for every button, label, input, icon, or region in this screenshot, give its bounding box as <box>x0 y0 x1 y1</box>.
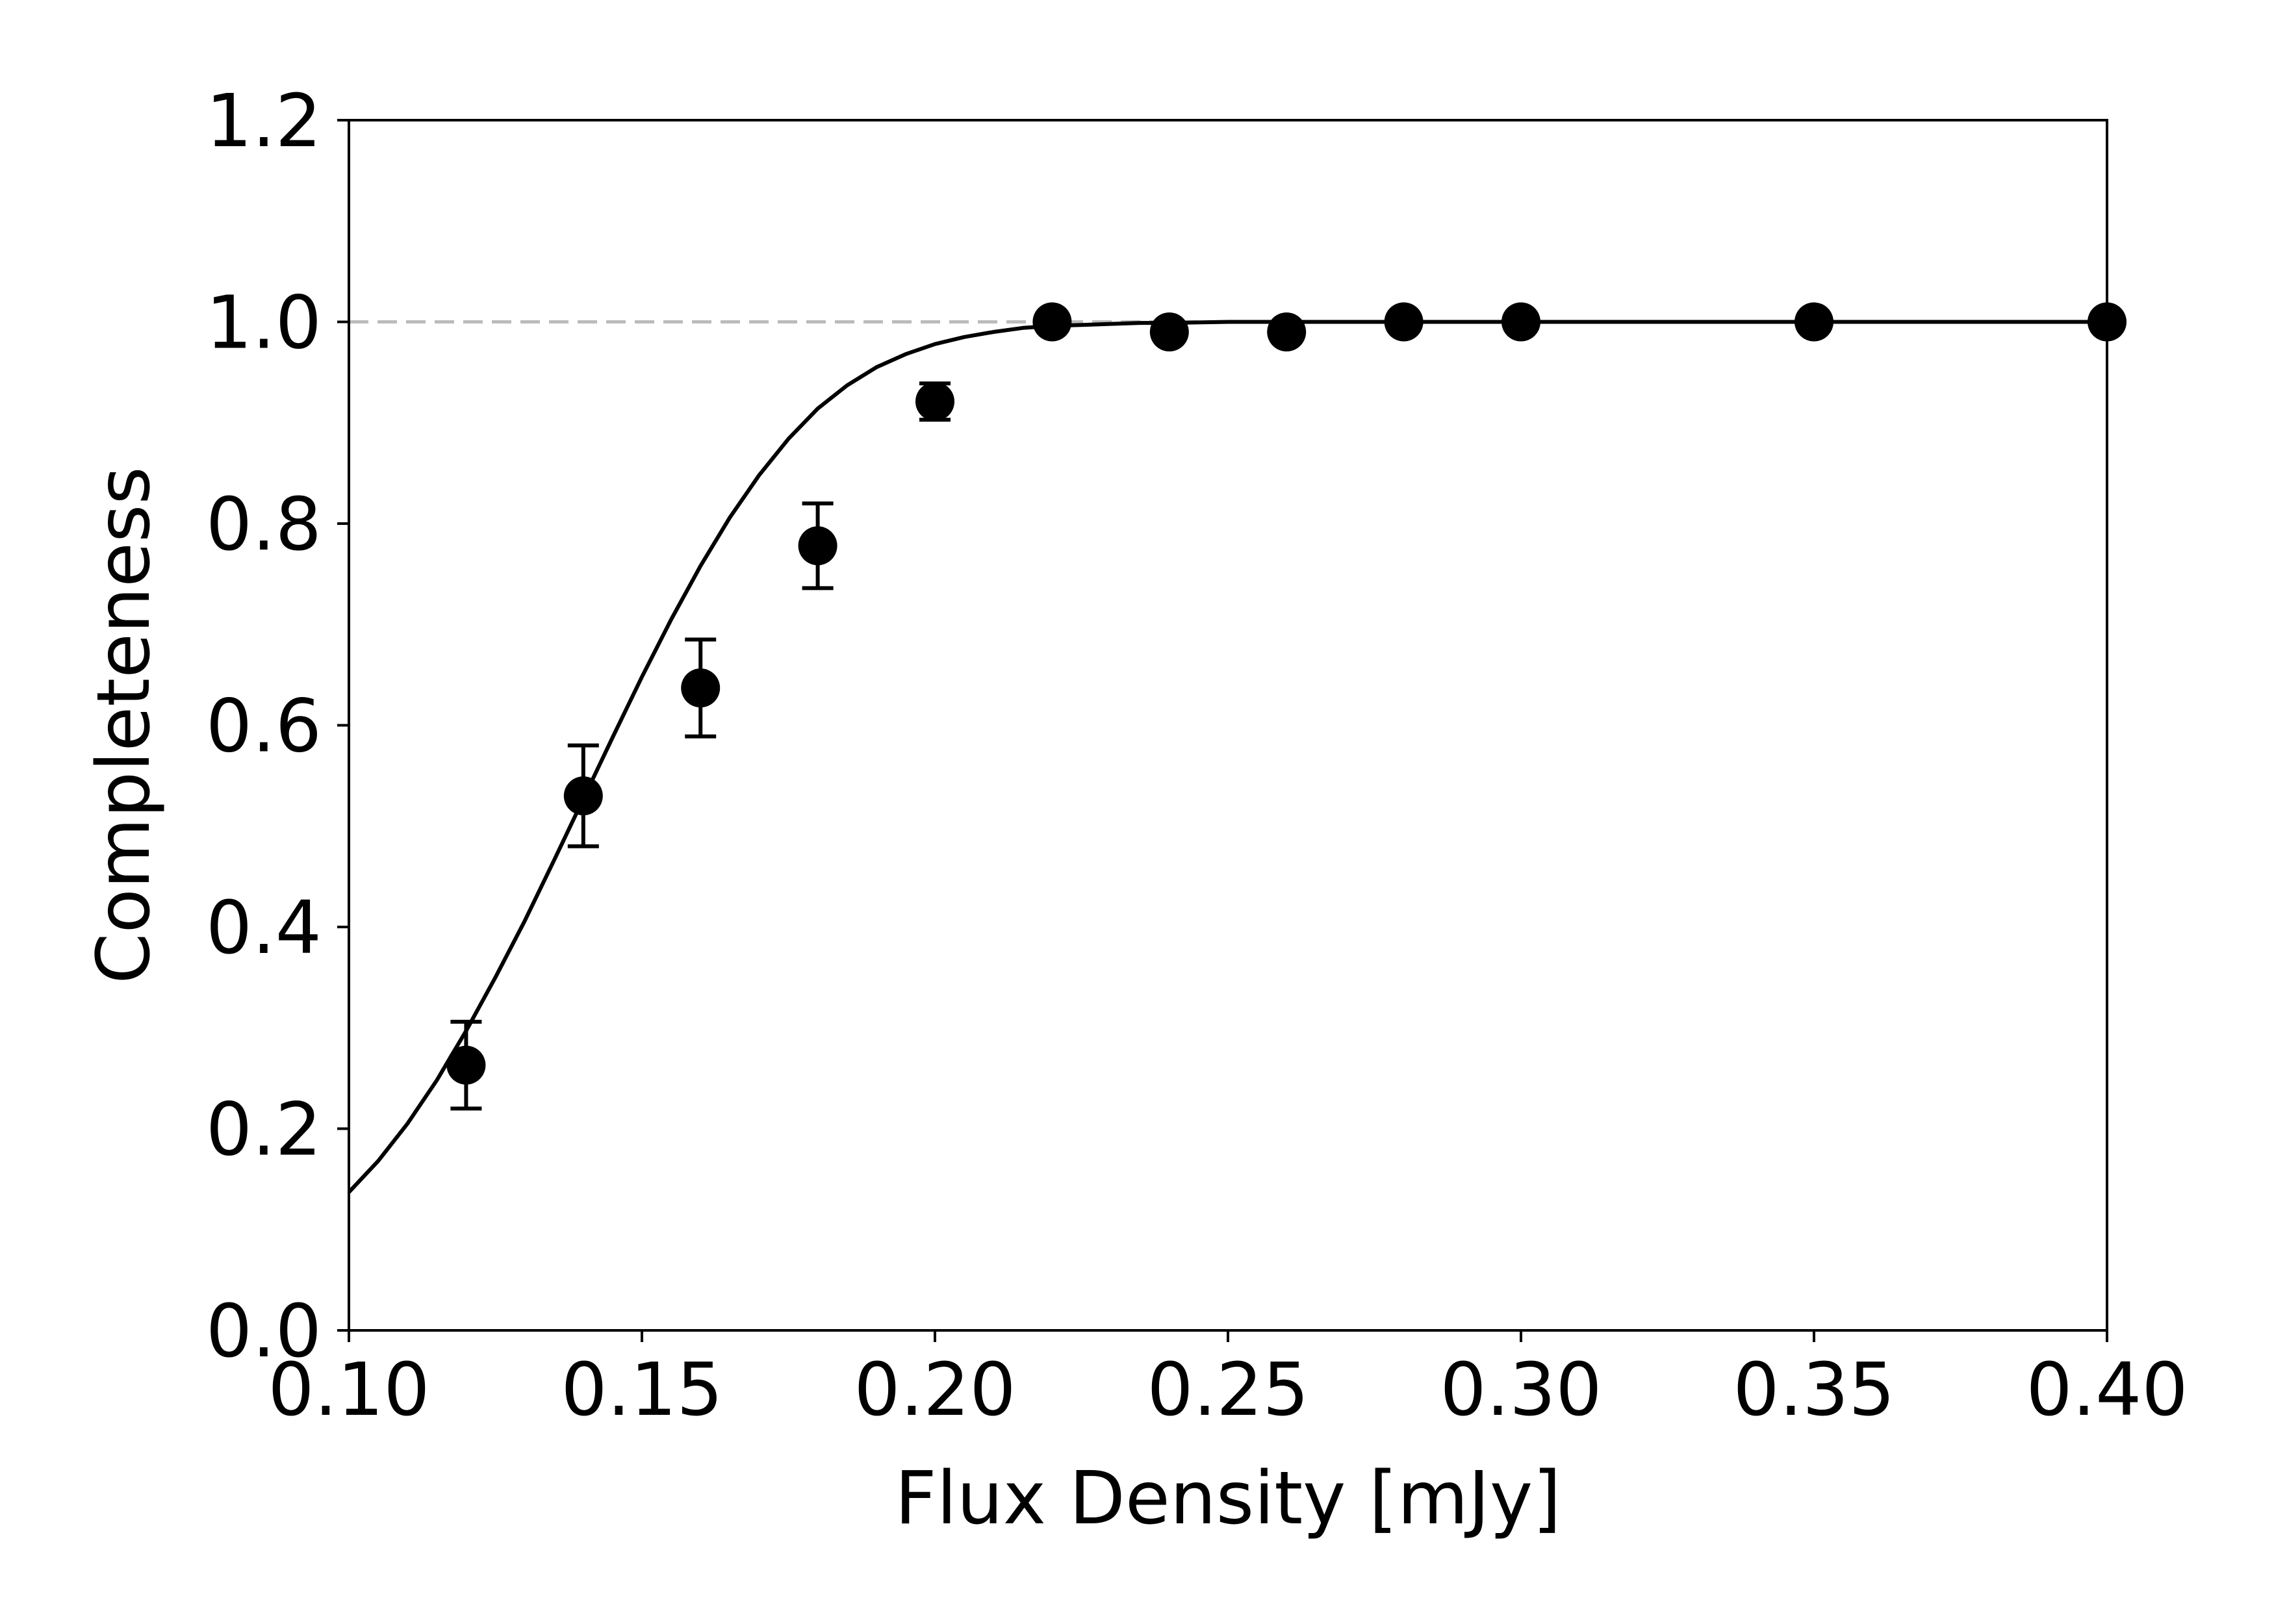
data-points-layer <box>446 302 2127 1111</box>
x-axis-label: Flux Density [mJy] <box>895 1456 1561 1541</box>
fit-curve <box>349 320 2107 1194</box>
x-tick-label: 0.30 <box>1440 1348 1602 1432</box>
data-point-marker <box>1795 302 1833 342</box>
data-point-marker <box>1149 312 1189 352</box>
data-point <box>446 1019 486 1111</box>
y-tick-label: 1.2 <box>206 79 322 164</box>
data-point-marker <box>915 382 954 422</box>
data-point <box>1032 302 1072 342</box>
data-point <box>1501 302 1540 342</box>
data-point-marker <box>1032 302 1072 342</box>
y-tick-label: 0.6 <box>206 685 322 769</box>
fit-curve-layer <box>349 320 2107 1194</box>
data-point <box>563 743 603 848</box>
data-point <box>798 501 837 590</box>
x-tick-label: 0.40 <box>2026 1348 2188 1432</box>
y-tick-label: 0.4 <box>206 886 322 971</box>
x-tick-label: 0.20 <box>854 1348 1016 1432</box>
data-point <box>915 381 954 422</box>
x-tick-label: 0.35 <box>1733 1348 1895 1432</box>
data-point <box>1149 312 1189 352</box>
y-tick-label: 0.0 <box>206 1289 322 1374</box>
data-point <box>1384 302 1424 342</box>
data-point-marker <box>563 776 603 816</box>
data-point-marker <box>1267 312 1307 352</box>
data-point <box>681 637 721 739</box>
y-tick-label: 1.0 <box>206 281 322 366</box>
data-point-marker <box>1501 302 1540 342</box>
data-point <box>1267 312 1307 352</box>
data-point-marker <box>798 526 837 566</box>
x-axis-ticks: 0.10 0.15 0.20 0.25 0.30 0.35 0.40 <box>268 1330 2188 1432</box>
data-point-marker <box>681 668 721 708</box>
y-tick-label: 0.8 <box>206 483 322 567</box>
y-axis-label: Completeness <box>82 466 166 983</box>
data-point-marker <box>446 1045 486 1085</box>
x-tick-label: 0.15 <box>561 1348 722 1432</box>
y-tick-label: 0.2 <box>206 1088 322 1173</box>
data-point <box>1795 302 1833 342</box>
y-axis-ticks: 0.0 0.2 0.4 0.6 0.8 1.0 1.2 <box>206 79 349 1374</box>
x-tick-label: 0.10 <box>268 1348 429 1432</box>
data-point-marker <box>1384 302 1424 342</box>
x-tick-label: 0.25 <box>1147 1348 1309 1432</box>
